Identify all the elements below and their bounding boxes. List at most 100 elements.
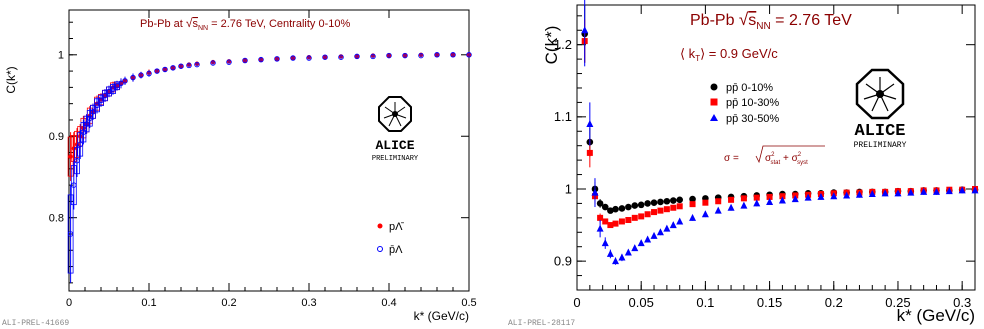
- right-data-point-blue: [618, 253, 626, 261]
- right-x-tick-label: 0.05: [629, 295, 654, 310]
- left-x-tick-label: 0.1: [141, 297, 156, 309]
- left-data-point-blue: [67, 231, 74, 237]
- left-data-point-blue: [434, 52, 440, 58]
- right-data-point-blue: [612, 257, 620, 265]
- right-data-points: [581, 0, 979, 265]
- left-data-point-blue: [450, 52, 456, 58]
- right-data-point-blue: [669, 221, 677, 229]
- right-sigma-formula: σ = σ2 stat + σ2 syst: [724, 145, 825, 166]
- left-data-point-blue: [466, 52, 472, 58]
- left-data-point-blue: [110, 86, 116, 92]
- right-data-point-blue: [601, 239, 609, 247]
- right-data-point-red: [631, 214, 638, 221]
- left-data-point-red: [71, 146, 77, 151]
- right-data-point-red: [602, 218, 609, 225]
- right-data-point-red: [638, 213, 645, 220]
- left-legend-marker-red: [377, 223, 383, 229]
- right-data-point-blue: [606, 249, 614, 257]
- right-y-axis-label: C(k*): [542, 26, 561, 65]
- right-legend-label-blue: pp̄ 30-50%: [726, 113, 779, 125]
- right-data-point-black: [676, 196, 684, 204]
- left-data-point-blue: [242, 57, 248, 64]
- right-data-point-blue: [881, 189, 889, 197]
- right-legend-marker-black: [710, 83, 718, 91]
- left-chart: 0 0.1 0.2 0.3 0.4 0.5 0.8 0.9 1 Pb-Pb at √sNN = …: [2, 9, 477, 328]
- right-data-point-black: [607, 207, 614, 214]
- right-data-point-blue: [868, 190, 876, 198]
- right-data-point-red: [663, 206, 670, 213]
- left-x-tick-label: 0.4: [381, 297, 396, 309]
- left-data-point-blue: [162, 66, 168, 73]
- right-x-tick-label: 0.1: [696, 295, 714, 310]
- right-x-tick-label: 0.2: [825, 295, 843, 310]
- left-data-point-blue: [210, 60, 216, 66]
- right-data-point-red: [715, 198, 722, 205]
- right-data-point-red: [657, 207, 664, 214]
- right-y-tick-label: 1.1: [554, 109, 572, 124]
- right-data-point-blue: [817, 192, 825, 200]
- left-alice-logo-sub: PRELIMINARY: [372, 155, 419, 163]
- left-alice-logo: ALICE PRELIMINARY: [372, 96, 419, 163]
- right-alice-logo: ALICE PRELIMINARY: [854, 68, 907, 150]
- right-legend: pp̄ 0-10% pp̄ 10-30% pp̄ 30-50%: [710, 82, 779, 125]
- right-alice-logo-emblem: [855, 68, 905, 120]
- left-data-point-blue: [370, 53, 376, 60]
- right-x-axis-label: k* (GeV/c): [897, 306, 975, 325]
- right-data-point-blue: [663, 224, 671, 232]
- left-data-point-blue: [106, 88, 112, 95]
- right-y-tick-label: 1.2: [554, 37, 572, 52]
- right-data-point-black: [657, 198, 664, 206]
- right-data-point-red: [644, 211, 651, 218]
- left-data-point-blue: [402, 52, 408, 59]
- right-legend-marker-blue: [710, 114, 718, 121]
- right-x-tick-label: 0.15: [757, 295, 782, 310]
- right-data-point-blue: [740, 201, 748, 209]
- right-data-point-blue: [596, 224, 604, 232]
- left-data-point-blue: [186, 62, 192, 69]
- right-data-point-red: [597, 214, 604, 221]
- right-data-point-red: [702, 199, 709, 206]
- right-x-tick-label: 0.3: [953, 295, 971, 310]
- right-data-point-blue: [932, 187, 940, 195]
- right-data-point-black: [618, 205, 626, 212]
- right-data-point-blue: [714, 206, 722, 214]
- left-data-point-blue: [77, 141, 83, 148]
- left-data-point-blue: [290, 55, 296, 61]
- left-data-point-blue: [338, 54, 344, 60]
- right-chart: 0 0.05 0.1 0.15 0.2 0.25 0.3 0.9 1 1.1 1.2 Pb-Pb √…: [508, 0, 979, 328]
- right-data-point-red: [766, 193, 773, 200]
- left-data-point-blue: [118, 80, 124, 87]
- right-data-point-blue: [907, 188, 915, 196]
- left-data-point-blue: [102, 92, 108, 99]
- right-data-point-blue: [855, 190, 863, 198]
- right-chart-tag: ALI-PREL-28117: [508, 319, 575, 328]
- right-axis-ticks: 0 0.05 0.1 0.15 0.2 0.25 0.3 0.9 1 1.1 1.2: [554, 5, 976, 310]
- right-data-point-blue: [804, 193, 812, 201]
- right-alice-logo-name: ALICE: [854, 122, 905, 141]
- right-data-point-blue: [843, 191, 851, 199]
- left-data-point-blue: [418, 52, 424, 59]
- right-data-point-blue: [894, 189, 902, 197]
- right-data-point-blue: [631, 244, 639, 252]
- right-alice-logo-sub: PRELIMINARY: [854, 141, 907, 150]
- right-data-point-blue: [650, 231, 658, 239]
- right-data-point-blue: [637, 239, 645, 247]
- left-data-points: [67, 52, 472, 283]
- right-data-point-red: [612, 220, 619, 227]
- right-data-point-black: [637, 201, 645, 209]
- right-data-point-red: [651, 209, 658, 216]
- right-data-point-blue: [920, 187, 928, 195]
- right-data-point-blue: [586, 120, 594, 128]
- right-data-point-black: [689, 195, 696, 203]
- right-data-point-black: [669, 197, 677, 204]
- right-x-tick-label: 0: [573, 295, 580, 310]
- left-data-point-blue: [354, 53, 360, 60]
- right-data-point-black: [663, 197, 671, 205]
- right-legend-label-black: pp̄ 0-10%: [726, 82, 773, 94]
- right-data-point-blue: [644, 235, 652, 243]
- right-data-point-black: [596, 200, 604, 207]
- right-data-point-red: [728, 196, 735, 203]
- right-data-point-blue: [624, 248, 632, 256]
- right-data-point-red: [618, 218, 625, 225]
